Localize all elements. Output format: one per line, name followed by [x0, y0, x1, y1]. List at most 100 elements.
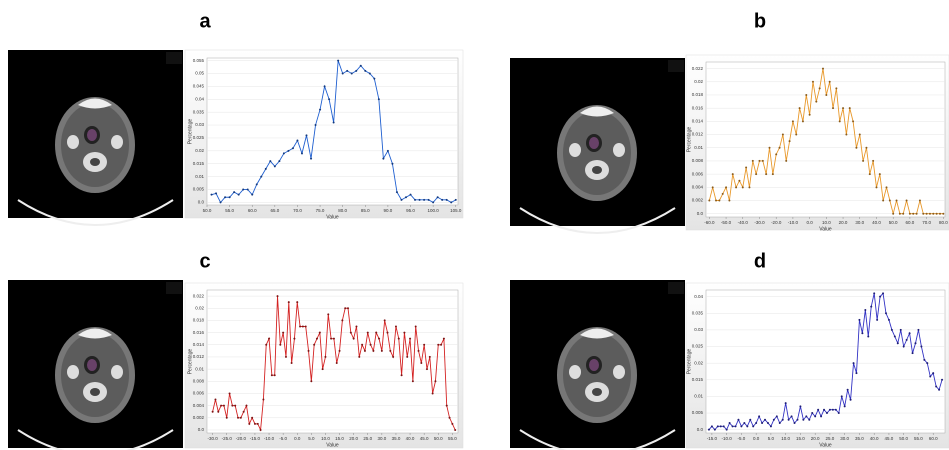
data-point [277, 295, 279, 297]
data-point [454, 429, 456, 431]
data-point [398, 338, 400, 340]
data-point [450, 201, 452, 203]
data-point [382, 158, 384, 160]
data-point [296, 301, 298, 303]
data-point [923, 359, 925, 361]
y-tick-label: 0.018 [692, 92, 704, 97]
data-point [285, 356, 287, 358]
data-point [440, 344, 442, 346]
data-point [271, 374, 273, 376]
x-tick-label: 50.0 [434, 436, 443, 441]
x-tick-label: 30.0 [855, 220, 864, 225]
data-point [291, 362, 293, 364]
data-point [835, 87, 837, 89]
data-point [420, 362, 422, 364]
data-point [292, 147, 294, 149]
data-point [805, 415, 807, 417]
data-point [820, 415, 822, 417]
x-tick-label: 100.0 [427, 208, 439, 213]
data-point [858, 319, 860, 321]
y-tick-label: 0.03 [195, 122, 204, 127]
data-point [429, 356, 431, 358]
data-point [835, 409, 837, 411]
y-tick-label: 0.01 [195, 366, 204, 371]
data-point [434, 380, 436, 382]
x-tick-label: 30.0 [840, 436, 849, 441]
y-tick-label: 0.02 [694, 79, 703, 84]
data-point [231, 405, 233, 407]
y-tick-label: 0.025 [193, 135, 205, 140]
data-point [917, 329, 919, 331]
data-point [410, 194, 412, 196]
x-tick-label: 15.0 [335, 436, 344, 441]
data-point [847, 389, 849, 391]
data-point [919, 200, 921, 202]
data-point [387, 150, 389, 152]
data-point [838, 412, 840, 414]
x-tick-label: 35.0 [855, 436, 864, 441]
data-point [248, 423, 250, 425]
data-point [708, 429, 710, 431]
data-point [853, 362, 855, 364]
data-point [717, 425, 719, 427]
data-point [740, 425, 742, 427]
x-tick-label: 50.0 [203, 208, 212, 213]
data-point [882, 200, 884, 202]
data-point [826, 412, 828, 414]
data-point [342, 72, 344, 74]
y-tick-label: 0.004 [692, 185, 704, 190]
data-point [315, 124, 317, 126]
data-point [282, 332, 284, 334]
x-tick-label: 0.0 [806, 220, 813, 225]
data-point [916, 213, 918, 215]
data-point [234, 405, 236, 407]
y-tick-label: 0.008 [692, 158, 704, 163]
y-tick-label: 0.012 [692, 132, 704, 137]
data-point [745, 167, 747, 169]
x-tick-label: 40.0 [406, 436, 415, 441]
data-point [936, 213, 938, 215]
data-point [864, 309, 866, 311]
data-point [449, 417, 451, 419]
x-tick-label: -10.0 [722, 436, 733, 441]
x-tick-label: 40.0 [872, 220, 881, 225]
data-point [265, 168, 267, 170]
data-point [912, 352, 914, 354]
x-tick-label: 45.0 [420, 436, 429, 441]
data-point [767, 422, 769, 424]
data-point [405, 196, 407, 198]
figure: a0.00.0050.010.0150.020.0250.030.0350.04… [0, 0, 949, 450]
data-point [364, 70, 366, 72]
data-point [894, 336, 896, 338]
y-tick-label: 0.02 [195, 148, 204, 153]
data-point [942, 213, 944, 215]
data-point [251, 194, 253, 196]
panel-label: d [754, 250, 766, 272]
x-axis-label: Value [326, 214, 339, 220]
ct-image [8, 280, 183, 450]
data-point [889, 200, 891, 202]
data-point [876, 319, 878, 321]
data-point [779, 147, 781, 149]
data-point [902, 213, 904, 215]
data-point [229, 392, 231, 394]
data-point [906, 339, 908, 341]
x-tick-label: 25.0 [826, 436, 835, 441]
data-point [799, 405, 801, 407]
data-point [432, 392, 434, 394]
x-tick-label: 70.0 [293, 208, 302, 213]
data-point [310, 158, 312, 160]
data-point [938, 389, 940, 391]
data-point [401, 374, 403, 376]
data-point [386, 332, 388, 334]
x-tick-label: 10.0 [822, 220, 831, 225]
data-point [805, 94, 807, 96]
ct-image [510, 58, 685, 233]
data-point [819, 87, 821, 89]
data-point [885, 312, 887, 314]
y-tick-label: 0.04 [195, 96, 204, 101]
data-point [211, 194, 213, 196]
data-point [772, 173, 774, 175]
x-tick-label: -5.0 [738, 436, 746, 441]
data-point [929, 375, 931, 377]
